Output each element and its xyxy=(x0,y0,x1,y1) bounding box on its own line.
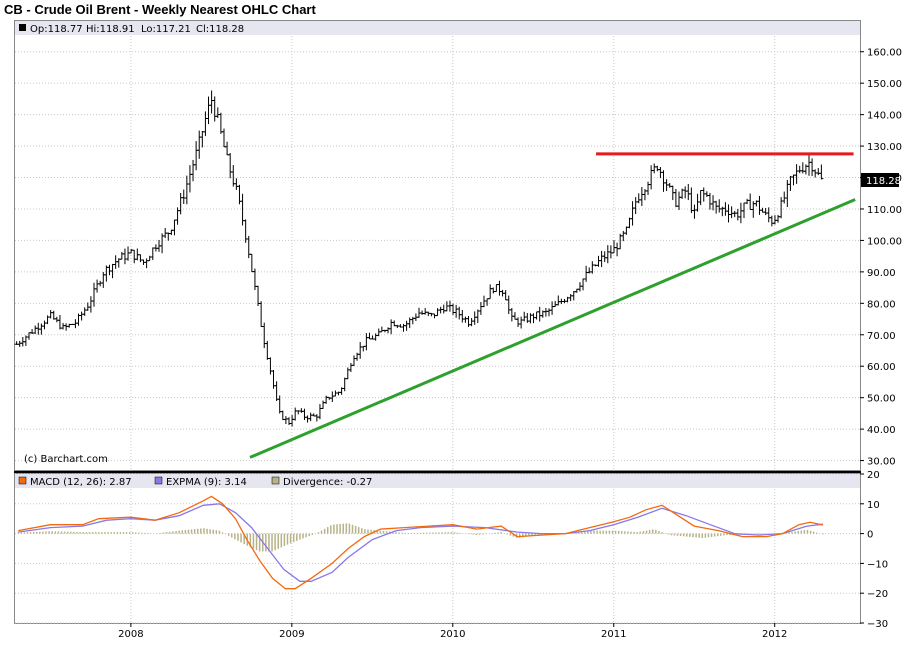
macd-tick-label: 20 xyxy=(867,470,880,481)
last-price-tag xyxy=(861,173,899,187)
legend-close: Cl:118.28 xyxy=(196,24,244,35)
divergence-legend-marker xyxy=(271,476,280,485)
price-tick-label: 70.00 xyxy=(867,331,896,342)
x-tick-label: 2010 xyxy=(440,629,465,640)
price-tick-label: 110.00 xyxy=(867,205,902,216)
legend-expma: EXPMA (9): 3.14 xyxy=(166,477,247,488)
last-price-label: 118.28 xyxy=(866,176,901,187)
price-tick-label: 80.00 xyxy=(867,299,896,310)
price-tick-label: 40.00 xyxy=(867,425,896,436)
expma-legend-marker xyxy=(154,476,163,485)
macd-legend-bg xyxy=(15,474,860,488)
price-y-axis: 160.00150.00140.00130.00120.00110.00100.… xyxy=(860,48,902,468)
chart-title: CB - Crude Oil Brent - Weekly Nearest OH… xyxy=(4,2,316,17)
watermark: (c) Barchart.com xyxy=(24,454,108,465)
price-tick-label: 150.00 xyxy=(867,79,902,90)
macd-line xyxy=(18,495,824,590)
legend-divergence: Divergence: -0.27 xyxy=(283,477,372,488)
price-bars xyxy=(14,90,824,427)
macd-y-axis: 20 10 0 −10 −20 −30 xyxy=(860,470,888,630)
price-tick-label: 60.00 xyxy=(867,362,896,373)
trend-lines xyxy=(249,152,856,459)
macd-tick-label: −30 xyxy=(867,619,888,630)
macd-grid xyxy=(15,473,860,624)
support-line xyxy=(249,198,856,459)
x-tick-label: 2011 xyxy=(601,629,626,640)
price-panel xyxy=(14,20,861,471)
x-tick-label: 2008 xyxy=(118,629,143,640)
macd-tick-label: −10 xyxy=(867,559,888,570)
macd-tick-label: 10 xyxy=(867,500,880,511)
legend-macd: MACD (12, 26): 2.87 xyxy=(30,477,132,488)
legend-high: Hi:118.91 xyxy=(86,24,135,35)
macd-lines xyxy=(18,495,824,590)
legend-low: Lo:117.21 xyxy=(141,24,191,35)
price-legend-bg xyxy=(15,21,860,35)
price-tick-label: 90.00 xyxy=(867,268,896,279)
x-tick-label: 2012 xyxy=(762,629,787,640)
macd-tick-label: 0 xyxy=(867,530,873,541)
expma-line xyxy=(18,503,824,582)
price-tick-label: 100.00 xyxy=(867,236,902,247)
price-tick-label: 50.00 xyxy=(867,394,896,405)
price-legend-marker xyxy=(19,24,26,31)
price-tick-label: 130.00 xyxy=(867,142,902,153)
x-axis: 2008 2009 2010 2011 2012 xyxy=(118,623,787,640)
price-tick-label: 30.00 xyxy=(867,457,896,468)
macd-tick-label: −20 xyxy=(867,589,888,600)
price-tick-label: 140.00 xyxy=(867,111,902,122)
price-tick-label: 160.00 xyxy=(867,48,902,59)
macd-legend-marker xyxy=(18,476,27,485)
x-tick-label: 2009 xyxy=(279,629,304,640)
macd-panel xyxy=(14,473,861,624)
legend-open: Op:118.77 xyxy=(30,24,83,35)
